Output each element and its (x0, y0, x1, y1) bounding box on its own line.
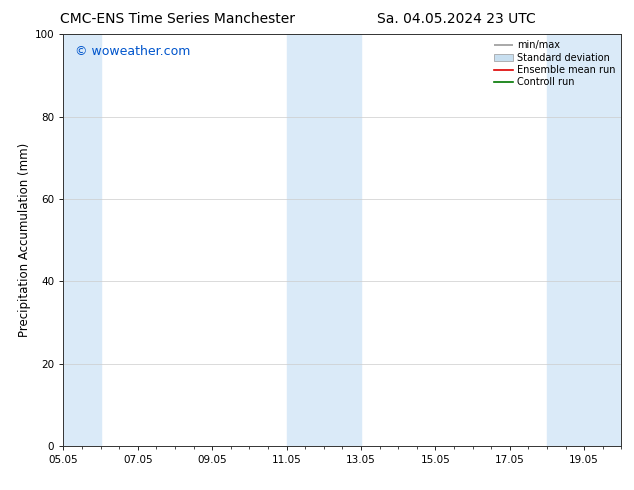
Bar (63, 34, 101, 446)
Legend: min/max, Standard deviation, Ensemble mean run, Controll run: min/max, Standard deviation, Ensemble me… (491, 37, 618, 90)
Text: © woweather.com: © woweather.com (75, 45, 190, 58)
Bar (287, 34, 361, 446)
Y-axis label: Precipitation Accumulation (mm): Precipitation Accumulation (mm) (18, 143, 30, 337)
Text: CMC-ENS Time Series Manchester: CMC-ENS Time Series Manchester (60, 12, 295, 26)
Bar (547, 34, 621, 446)
Text: Sa. 04.05.2024 23 UTC: Sa. 04.05.2024 23 UTC (377, 12, 536, 26)
